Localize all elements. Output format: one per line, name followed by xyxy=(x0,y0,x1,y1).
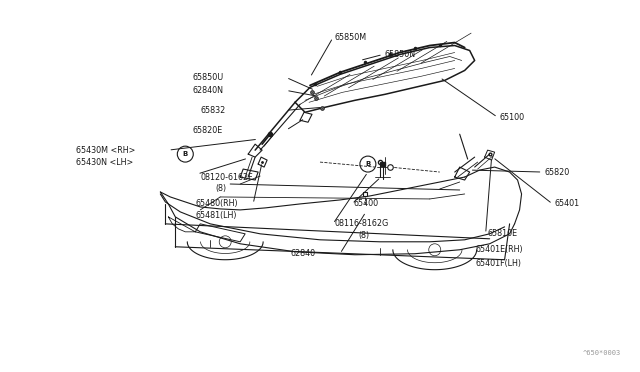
Text: 62840: 62840 xyxy=(290,249,315,258)
Text: 65850M: 65850M xyxy=(335,33,367,42)
Text: 65100: 65100 xyxy=(500,113,525,122)
Text: 65832: 65832 xyxy=(200,106,225,115)
Text: 65850U: 65850U xyxy=(192,73,223,82)
Text: (8): (8) xyxy=(215,185,227,193)
Text: 65810E: 65810E xyxy=(488,229,518,238)
Text: B: B xyxy=(182,151,188,157)
Text: 65820E: 65820E xyxy=(192,126,223,135)
Text: 65430N <LH>: 65430N <LH> xyxy=(76,158,132,167)
Text: 65481(LH): 65481(LH) xyxy=(195,211,237,220)
Text: 65401F(LH): 65401F(LH) xyxy=(476,259,522,268)
Text: 65850N: 65850N xyxy=(385,50,416,59)
Text: 08116-8162G: 08116-8162G xyxy=(335,219,389,228)
Text: 08120-6162F: 08120-6162F xyxy=(200,173,253,182)
Text: 65430M <RH>: 65430M <RH> xyxy=(76,145,135,155)
Text: B: B xyxy=(365,161,371,167)
Text: 65820: 65820 xyxy=(545,167,570,177)
Text: (8): (8) xyxy=(358,231,369,240)
Text: 65401E(RH): 65401E(RH) xyxy=(476,245,524,254)
Text: 65480(RH): 65480(RH) xyxy=(195,199,238,208)
Text: 62840N: 62840N xyxy=(192,86,223,95)
Text: ^650*0003: ^650*0003 xyxy=(583,350,621,356)
Text: 65400: 65400 xyxy=(354,199,379,208)
Text: 65401: 65401 xyxy=(554,199,580,208)
